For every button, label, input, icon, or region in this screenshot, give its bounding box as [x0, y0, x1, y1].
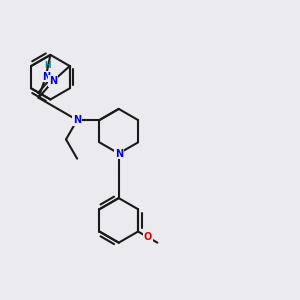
Text: O: O: [144, 232, 152, 242]
Text: N: N: [49, 76, 57, 86]
Text: N: N: [115, 148, 123, 158]
Text: N: N: [42, 72, 50, 82]
Text: H: H: [44, 61, 50, 70]
Text: N: N: [73, 115, 81, 125]
